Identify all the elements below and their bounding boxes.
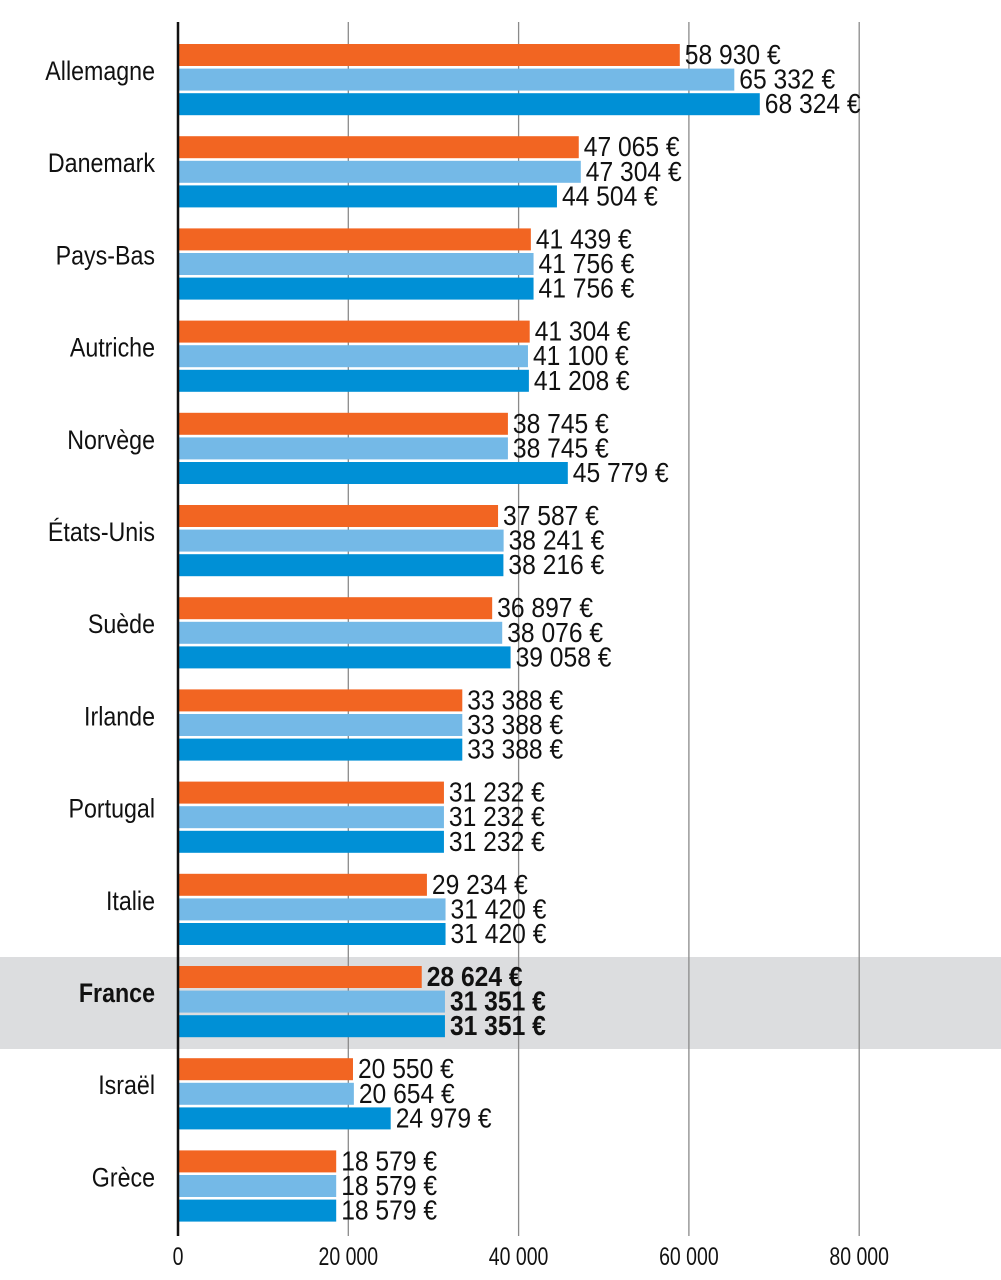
category-label: Israël	[98, 1071, 155, 1101]
x-tick-label: 80 000	[829, 1243, 889, 1271]
bar	[178, 621, 503, 644]
bar	[178, 1058, 353, 1081]
bar	[178, 1015, 445, 1038]
bar	[178, 228, 531, 251]
category-label: États-Unis	[48, 516, 155, 547]
bar	[178, 830, 444, 853]
bar	[178, 781, 444, 804]
bar	[178, 738, 463, 761]
value-label: 29 234 €	[432, 868, 528, 900]
category-label: Grèce	[92, 1163, 155, 1193]
value-label: 37 587 €	[503, 500, 599, 532]
bar	[178, 1082, 354, 1105]
category-label: Italie	[106, 886, 155, 916]
value-label: 18 579 €	[341, 1194, 437, 1226]
value-label: 47 065 €	[584, 131, 680, 163]
value-label: 44 504 €	[562, 180, 658, 212]
category-label: Pays-Bas	[56, 241, 155, 271]
value-label: 38 216 €	[508, 549, 604, 581]
value-label: 38 241 €	[509, 524, 605, 556]
highlight-band	[0, 957, 1001, 1049]
value-label: 58 930 €	[685, 39, 781, 71]
value-label: 31 420 €	[451, 893, 547, 925]
value-label: 41 756 €	[539, 272, 635, 304]
value-label: 24 979 €	[396, 1102, 492, 1134]
value-label: 31 232 €	[449, 776, 545, 808]
value-label: 28 624 €	[427, 961, 523, 993]
bar	[178, 462, 568, 484]
bar	[178, 68, 735, 91]
bar	[178, 437, 508, 460]
bar	[178, 554, 504, 577]
value-label: 41 208 €	[534, 364, 630, 396]
value-label: 41 100 €	[533, 340, 629, 372]
bar	[178, 597, 493, 620]
category-label: Allemagne	[45, 56, 155, 86]
value-label: 18 579 €	[341, 1145, 437, 1177]
bar	[178, 873, 427, 896]
x-tick-label: 60 000	[659, 1243, 719, 1271]
bar	[178, 505, 499, 527]
bar	[178, 1107, 391, 1130]
bar	[178, 529, 504, 552]
category-label: Irlande	[84, 702, 155, 732]
value-label: 33 388 €	[467, 709, 563, 741]
bar	[178, 44, 680, 66]
x-tick-label: 0	[173, 1243, 184, 1271]
bar	[178, 1150, 337, 1173]
value-label: 41 756 €	[539, 248, 635, 280]
bar	[178, 646, 511, 669]
value-label: 31 232 €	[449, 825, 545, 857]
bar	[178, 369, 529, 392]
bar	[178, 689, 463, 712]
value-label: 38 076 €	[507, 616, 603, 648]
bar	[178, 253, 534, 275]
value-label: 45 779 €	[573, 457, 669, 489]
bar	[178, 806, 444, 829]
category-label: France	[79, 978, 155, 1008]
category-label: Norvège	[67, 425, 155, 455]
bar	[178, 714, 463, 736]
value-label: 33 388 €	[467, 684, 563, 716]
value-label: 31 351 €	[450, 985, 546, 1017]
value-label: 18 579 €	[341, 1170, 437, 1202]
bar	[178, 160, 581, 183]
value-label: 20 654 €	[359, 1077, 455, 1109]
bar	[178, 345, 528, 368]
value-label: 31 420 €	[451, 918, 547, 950]
bar	[178, 412, 508, 435]
value-label: 31 351 €	[450, 1010, 546, 1042]
bar	[178, 136, 579, 159]
value-label: 31 232 €	[449, 801, 545, 833]
value-label: 36 897 €	[497, 592, 593, 624]
bar	[178, 1175, 337, 1197]
value-label: 38 745 €	[513, 407, 609, 439]
category-label: Danemark	[48, 149, 155, 179]
value-label: 41 439 €	[536, 223, 632, 255]
x-tick-label: 20 000	[318, 1243, 378, 1271]
bar	[178, 277, 534, 300]
value-label: 38 745 €	[513, 432, 609, 464]
category-label: Autriche	[70, 333, 155, 363]
bar	[178, 93, 760, 116]
bar	[178, 185, 557, 208]
bar	[178, 320, 530, 343]
value-label: 33 388 €	[467, 733, 563, 765]
bar	[178, 898, 446, 921]
category-label: Suède	[88, 610, 155, 640]
value-label: 68 324 €	[765, 88, 861, 120]
category-label: Portugal	[69, 794, 155, 824]
bar	[178, 1199, 337, 1222]
bar	[178, 966, 422, 988]
value-label: 41 304 €	[535, 315, 631, 347]
x-tick-label: 40 000	[489, 1243, 549, 1271]
value-label: 47 304 €	[586, 155, 682, 187]
value-label: 65 332 €	[739, 63, 835, 95]
bar	[178, 923, 446, 945]
value-label: 39 058 €	[516, 641, 612, 673]
bar	[178, 990, 445, 1013]
value-label: 20 550 €	[358, 1053, 454, 1085]
